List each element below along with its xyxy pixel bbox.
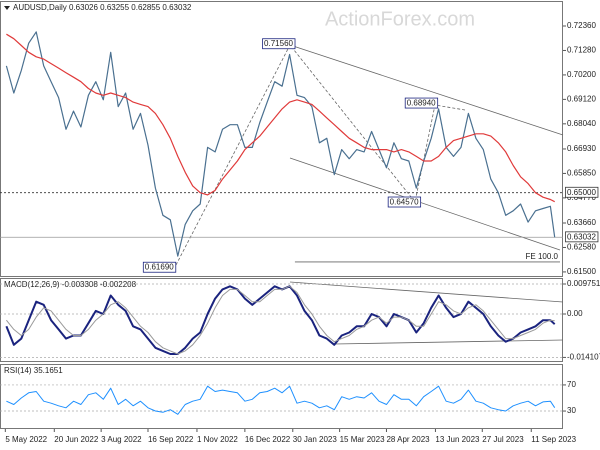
x-tick-label: 20 Jun 2022 (54, 435, 99, 444)
y-tick-label: 0.00 (567, 309, 583, 318)
series-line (6, 385, 556, 415)
series-line (5, 31, 556, 257)
watermark: ActionForex.com (325, 8, 475, 30)
swing-label: 0.71560 (264, 39, 293, 48)
y-tick-label: 0.62580 (567, 243, 596, 252)
fe-label: FE 100.0 (526, 252, 559, 261)
x-tick-label: 13 Jun 2023 (435, 435, 480, 444)
y-tick-label: -0.014107 (567, 353, 600, 362)
swing-label: 0.68940 (407, 99, 436, 108)
x-tick-label: 28 Apr 2023 (386, 435, 430, 444)
level-label: 0.65000 (567, 188, 596, 197)
label-box (565, 186, 599, 198)
label-box (565, 231, 599, 243)
rsi-title: RSI(14) 35.1651 (4, 366, 63, 375)
x-tick-label: 5 May 2022 (5, 435, 47, 444)
y-tick-label: 0.71280 (567, 46, 596, 55)
x-tick-label: 11 Sep 2023 (531, 435, 576, 444)
channel-upper (289, 44, 564, 136)
y-tick-label: 30 (567, 406, 576, 415)
x-tick-label: 16 Sep 2022 (148, 435, 194, 444)
y-tick-label: 0.66930 (567, 144, 596, 153)
x-tick-label: 1 Nov 2022 (197, 435, 238, 444)
series-line (6, 33, 555, 203)
series-line (6, 285, 555, 355)
y-tick-label: 70 (567, 380, 576, 389)
level-label: 0.63032 (567, 232, 596, 241)
price-panel (0, 1, 563, 277)
macd-panel (0, 278, 563, 362)
y-tick-label: 0.69120 (567, 94, 596, 103)
y-tick-label: 0.009751 (567, 279, 600, 288)
wave-lines (175, 44, 466, 266)
x-tick-label: 30 Jan 2023 (293, 435, 338, 444)
swing-label: 0.61690 (145, 263, 174, 272)
y-tick-label: 0.63660 (567, 218, 596, 227)
macd-trend-upper (289, 281, 564, 303)
macd-title: MACD(12,26,9) -0.003308 -0.002208 (4, 280, 137, 289)
y-tick-label: 0.65850 (567, 169, 596, 178)
x-tick-label: 3 Aug 2022 (101, 435, 142, 444)
swing-label: 0.64570 (390, 198, 419, 207)
label-box (387, 196, 422, 208)
label-box (262, 38, 296, 50)
x-tick-label: 27 Jul 2023 (482, 435, 524, 444)
menu-arrow (4, 6, 10, 10)
chart-title: AUDUSD,Daily 0.63026 0.63255 0.62855 0.6… (13, 3, 192, 12)
y-tick-label: 0.72360 (567, 21, 596, 30)
macd-trend-lower (334, 339, 564, 345)
x-tick-label: 16 Dec 2022 (245, 435, 291, 444)
x-tick-label: 15 Mar 2023 (340, 435, 385, 444)
y-tick-label: 0.68040 (567, 119, 596, 128)
label-box (142, 261, 177, 273)
label-box (404, 97, 439, 109)
y-tick-label: 0.61500 (567, 267, 596, 276)
rsi-panel (0, 364, 563, 429)
y-tick-label: 0.70200 (567, 70, 596, 79)
